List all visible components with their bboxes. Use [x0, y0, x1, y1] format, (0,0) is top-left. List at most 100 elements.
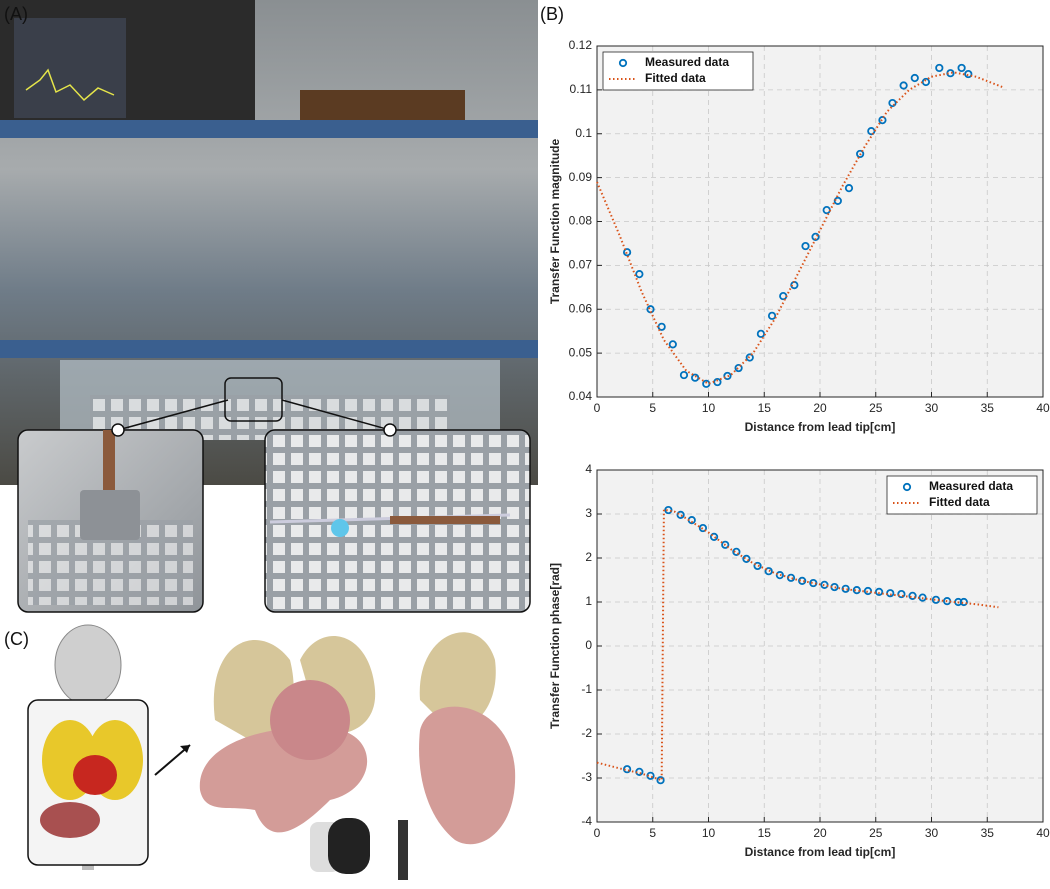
y-tick-label: 0.04	[569, 389, 593, 403]
x-tick-label: 30	[925, 826, 939, 840]
panel-label: (C)	[4, 629, 29, 649]
data-point	[841, 584, 850, 593]
data-point	[734, 363, 743, 373]
x-axis-label: Distance from lead tip[cm]	[745, 845, 896, 859]
data-point	[908, 591, 917, 600]
data-point	[811, 232, 820, 241]
x-tick-label: 25	[869, 401, 883, 415]
y-tick-label: -1	[581, 682, 592, 696]
data-point	[867, 127, 876, 136]
data-point	[745, 353, 754, 362]
x-tick-label: 10	[702, 401, 716, 415]
y-tick-label: 0.05	[569, 345, 593, 359]
y-tick-label: 0	[585, 638, 592, 652]
data-point	[964, 69, 973, 79]
data-point	[957, 63, 966, 73]
data-point	[820, 580, 829, 589]
x-tick-label: 35	[981, 401, 995, 415]
data-point	[899, 81, 908, 90]
x-tick-label: 30	[925, 401, 939, 415]
x-tick-label: 35	[981, 826, 995, 840]
data-point	[921, 77, 931, 87]
x-tick-label: 10	[702, 826, 716, 840]
x-tick-label: 20	[813, 401, 827, 415]
axes-frame	[596, 469, 1044, 823]
y-tick-label: 0.12	[569, 38, 593, 52]
data-point	[935, 63, 944, 73]
x-tick-label: 40	[1036, 401, 1050, 415]
data-point	[878, 116, 887, 125]
data-point	[623, 765, 632, 774]
data-point	[664, 505, 673, 515]
x-tick-label: 0	[594, 826, 601, 840]
data-point	[635, 270, 644, 279]
data-point	[764, 567, 773, 576]
y-tick-label: 0.09	[569, 170, 593, 184]
data-point	[676, 510, 685, 519]
legend-label: Fitted data	[929, 495, 990, 509]
panel-label: (B)	[540, 4, 564, 24]
data-point	[656, 776, 665, 785]
x-tick-label: 40	[1036, 826, 1050, 840]
data-point	[756, 329, 766, 338]
data-point	[668, 340, 677, 349]
y-tick-label: 0.08	[569, 214, 593, 228]
x-tick-label: 5	[649, 826, 656, 840]
y-tick-label: 2	[585, 550, 592, 564]
panel-label: (A)	[4, 4, 28, 24]
x-tick-label: 15	[758, 401, 772, 415]
data-point	[910, 73, 919, 83]
data-point	[897, 589, 906, 599]
data-point	[775, 571, 784, 580]
data-point	[767, 311, 777, 320]
data-point	[721, 540, 730, 549]
data-point	[709, 532, 719, 541]
data-point	[856, 149, 865, 159]
lab-photo	[0, 0, 538, 613]
y-tick-label: 4	[585, 462, 592, 476]
y-tick-label: -4	[581, 814, 592, 828]
data-point	[691, 373, 700, 382]
data-point	[753, 561, 762, 571]
data-point	[863, 586, 873, 596]
data-point	[623, 248, 632, 257]
legend-label: Fitted data	[645, 71, 706, 85]
data-point	[723, 371, 732, 381]
x-tick-label: 25	[869, 826, 883, 840]
legend-label: Measured data	[645, 55, 729, 69]
y-tick-label: 0.06	[569, 301, 593, 315]
y-tick-label: 0.11	[570, 82, 593, 96]
data-point	[742, 554, 751, 563]
chart: 0.04 0.05 0.06 0.07 0.08 0.09 0.1 0.11 0.12 0 5 10 1…	[548, 38, 1050, 434]
anatomy-renders	[27, 624, 516, 880]
y-axis-label: Transfer Function phase[rad]	[548, 563, 562, 729]
data-point	[888, 98, 897, 108]
legend-label: Measured data	[929, 479, 1013, 493]
y-tick-label: -2	[581, 726, 592, 740]
legend-box	[886, 475, 1038, 515]
data-point	[798, 576, 807, 585]
x-tick-label: 0	[594, 401, 601, 415]
data-point	[698, 523, 708, 533]
y-axis-label: Transfer Function magnitude	[548, 139, 562, 305]
data-point	[874, 587, 884, 596]
y-tick-label: 0.07	[569, 258, 593, 272]
data-point	[732, 547, 741, 556]
data-point	[844, 184, 854, 193]
legend-box	[602, 51, 754, 91]
x-tick-label: 15	[758, 826, 772, 840]
data-point	[833, 196, 842, 205]
legend-marker	[902, 482, 912, 492]
y-tick-label: -3	[581, 770, 592, 784]
fit-line	[596, 508, 999, 782]
legend-marker	[618, 58, 628, 68]
x-tick-label: 20	[813, 826, 827, 840]
data-point	[852, 586, 861, 595]
y-tick-label: 0.1	[575, 126, 592, 140]
axes-frame	[596, 45, 1044, 398]
y-tick-label: 3	[585, 506, 592, 520]
data-point	[959, 597, 968, 607]
x-axis-label: Distance from lead tip[cm]	[745, 420, 896, 434]
